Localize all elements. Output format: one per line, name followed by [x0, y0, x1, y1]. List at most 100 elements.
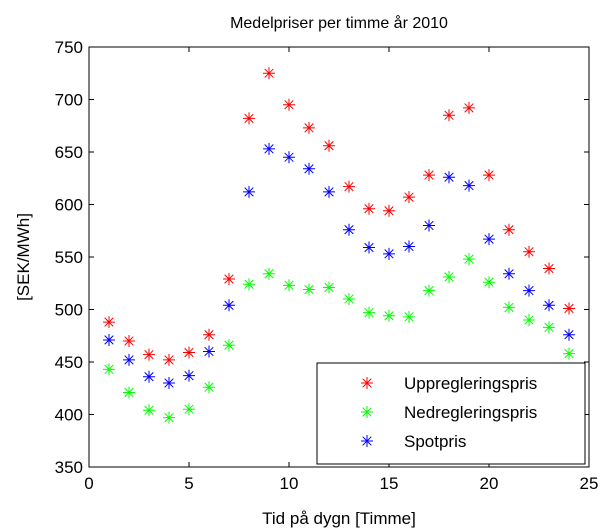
data-point	[483, 276, 495, 289]
data-point	[343, 223, 355, 236]
data-point	[403, 310, 415, 323]
data-point	[443, 171, 455, 184]
data-point	[103, 333, 115, 346]
y-tick-label: 350	[55, 458, 83, 477]
legend-label: Uppregleringspris	[404, 374, 537, 393]
data-point	[303, 121, 315, 134]
data-point	[163, 353, 175, 366]
data-point	[503, 267, 515, 280]
data-series	[103, 67, 575, 424]
legend-label: Spotpris	[404, 432, 466, 451]
data-point	[263, 267, 275, 280]
data-point	[543, 299, 555, 312]
data-point	[263, 142, 275, 155]
data-point	[203, 381, 215, 394]
data-point	[223, 299, 235, 312]
legend-label: Nedregleringspris	[404, 403, 537, 422]
data-point	[423, 219, 435, 232]
legend-entries: Uppregleringspris Nedregleringspris Spotpr…	[361, 374, 537, 451]
x-tick-label: 5	[184, 474, 193, 493]
data-point	[403, 240, 415, 253]
x-tick-label: 10	[280, 474, 299, 493]
legend-marker	[361, 377, 373, 389]
y-tick-label: 700	[55, 91, 83, 110]
y-tick-label: 450	[55, 353, 83, 372]
data-point	[423, 169, 435, 182]
data-point	[383, 247, 395, 260]
data-point	[343, 293, 355, 305]
series-2	[103, 142, 575, 389]
data-point	[183, 346, 195, 359]
data-point	[343, 180, 355, 193]
data-point	[303, 283, 315, 296]
data-point	[323, 281, 335, 294]
data-point	[203, 345, 215, 358]
x-tick-label: 25	[580, 474, 599, 493]
series-0	[103, 67, 575, 366]
data-point	[143, 404, 155, 417]
axis-ticks: 0 5 10 15 20 25 350 400 450 500 550 600 650 700 750	[55, 38, 599, 493]
series-1	[103, 253, 575, 424]
y-tick-label: 400	[55, 406, 83, 425]
data-point	[523, 314, 535, 326]
data-point	[103, 316, 115, 329]
data-point	[543, 321, 555, 334]
y-tick-label: 600	[55, 196, 83, 215]
data-point	[463, 179, 475, 192]
data-point	[183, 403, 195, 416]
data-point	[283, 98, 295, 111]
data-point	[363, 202, 375, 215]
data-point	[123, 386, 135, 399]
data-point	[123, 353, 135, 366]
data-point	[503, 223, 515, 236]
data-point	[283, 151, 295, 164]
data-point	[143, 348, 155, 361]
data-point	[103, 363, 115, 376]
data-point	[563, 302, 575, 315]
legend-box	[316, 362, 586, 465]
data-point	[263, 67, 275, 80]
legend-marker	[361, 435, 373, 447]
data-point	[223, 339, 235, 352]
data-point	[383, 204, 395, 217]
data-point	[523, 284, 535, 297]
chart-title: Medelpriser per timme år 2010	[230, 14, 448, 32]
y-tick-label: 550	[55, 248, 83, 267]
x-tick-label: 20	[480, 474, 499, 493]
data-point	[463, 253, 475, 266]
y-axis-label: [SEK/MWh]	[14, 213, 33, 301]
y-tick-label: 750	[55, 38, 83, 57]
legend: Uppregleringspris Nedregleringspris Spotpr…	[316, 362, 586, 465]
data-point	[223, 273, 235, 286]
data-point	[463, 101, 475, 114]
data-point	[443, 270, 455, 283]
data-point	[323, 185, 335, 198]
data-point	[543, 262, 555, 275]
data-point	[163, 411, 175, 424]
data-point	[563, 347, 575, 360]
x-axis-label: Tid på dygn [Timme]	[262, 509, 416, 528]
data-point	[363, 241, 375, 254]
data-point	[403, 191, 415, 204]
data-point	[523, 245, 535, 258]
data-point	[363, 306, 375, 319]
data-point	[163, 377, 175, 389]
data-point	[483, 169, 495, 182]
data-point	[383, 309, 395, 322]
data-point	[183, 369, 195, 382]
data-point	[243, 278, 255, 291]
data-point	[283, 279, 295, 292]
x-tick-label: 15	[380, 474, 399, 493]
x-tick-label: 0	[84, 474, 93, 493]
y-tick-label: 650	[55, 143, 83, 162]
data-point	[563, 328, 575, 341]
data-point	[203, 328, 215, 341]
data-point	[143, 370, 155, 383]
data-point	[423, 284, 435, 297]
data-point	[503, 301, 515, 314]
data-point	[243, 112, 255, 125]
data-point	[443, 109, 455, 122]
data-point	[483, 233, 495, 246]
data-point	[303, 162, 315, 175]
